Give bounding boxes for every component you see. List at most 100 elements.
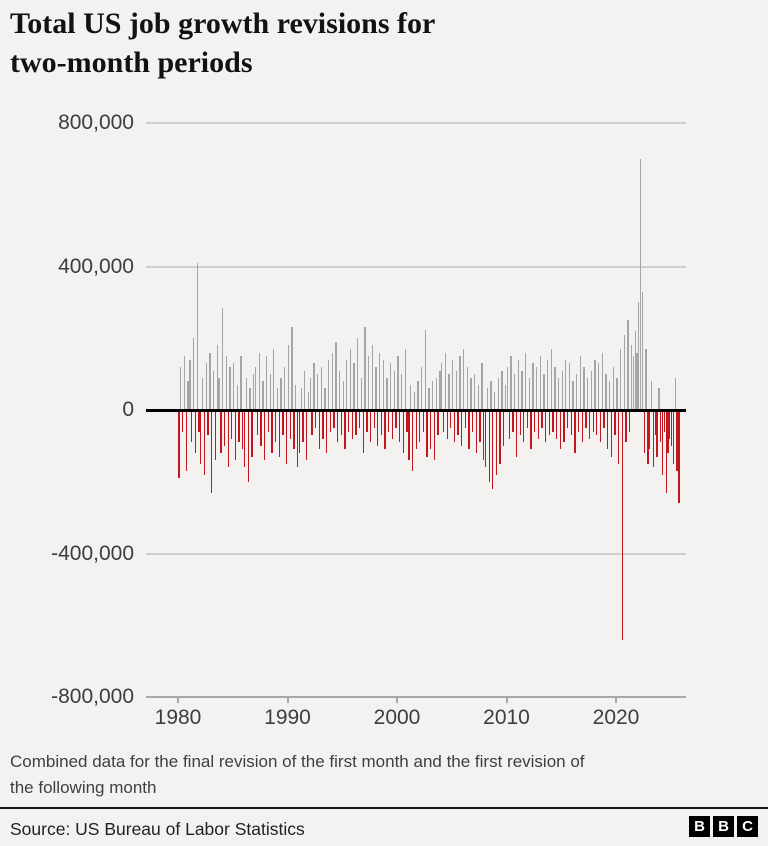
revision-bar-negative bbox=[399, 410, 401, 443]
revision-bar-positive bbox=[594, 359, 596, 410]
revision-bar-positive bbox=[616, 377, 618, 410]
revision-bar-positive bbox=[493, 392, 496, 410]
revision-bar-negative bbox=[369, 410, 372, 443]
revision-bar-negative bbox=[306, 410, 308, 461]
revision-bar-positive bbox=[439, 370, 441, 410]
revision-bar-negative bbox=[256, 410, 259, 436]
revision-bar-positive bbox=[510, 356, 512, 410]
revision-bar-negative bbox=[298, 410, 300, 454]
revision-bar-negative bbox=[337, 410, 339, 443]
revision-bar-negative bbox=[625, 410, 627, 443]
revision-bar-positive bbox=[627, 320, 629, 410]
footnote-line-2: the following month bbox=[10, 778, 157, 797]
revision-bar-negative bbox=[660, 410, 662, 443]
revision-bar-positive bbox=[368, 356, 370, 410]
source-attribution: Source: US Bureau of Labor Statistics bbox=[10, 819, 305, 839]
revision-bar-negative bbox=[408, 410, 410, 461]
revision-bar-positive bbox=[455, 370, 457, 410]
revision-bar-positive bbox=[375, 366, 377, 410]
revision-bar-positive bbox=[639, 158, 642, 410]
revision-bar-positive bbox=[222, 307, 224, 410]
revision-bar-positive bbox=[287, 345, 290, 410]
revision-bar-positive bbox=[307, 392, 310, 410]
revision-bar-negative bbox=[347, 410, 350, 432]
revision-bar-negative bbox=[530, 410, 532, 450]
revision-bar-negative bbox=[267, 410, 269, 432]
revision-bar-negative bbox=[351, 410, 353, 439]
revision-bar-negative bbox=[588, 410, 591, 439]
revision-bar-negative bbox=[457, 410, 459, 436]
revision-bar-positive bbox=[342, 381, 344, 410]
revision-bar-negative bbox=[512, 410, 514, 432]
x-tick-label-1980: 1980 bbox=[154, 706, 202, 729]
revision-bar-positive bbox=[576, 374, 578, 410]
revision-bar-positive bbox=[435, 377, 437, 410]
revision-bar-positive bbox=[473, 374, 476, 410]
revision-bar-positive bbox=[561, 370, 563, 410]
revision-bar-positive bbox=[180, 366, 182, 410]
revision-bar-positive bbox=[410, 384, 412, 410]
revision-bar-positive bbox=[583, 366, 585, 410]
revision-bar-positive bbox=[477, 384, 479, 410]
y-tick-label-400000: 400,000 bbox=[58, 254, 134, 278]
revision-bar-negative bbox=[537, 410, 540, 439]
revision-bar-positive bbox=[608, 381, 611, 410]
revision-bar-negative bbox=[231, 410, 233, 439]
revision-bar-negative bbox=[483, 410, 485, 461]
revision-bar-positive bbox=[400, 374, 403, 410]
revision-bar-positive bbox=[634, 331, 636, 410]
y-gridline-800000 bbox=[146, 122, 686, 124]
revision-bar-negative bbox=[366, 410, 368, 432]
revision-bar-positive bbox=[535, 366, 538, 410]
bbc-logo-letter-b2: B bbox=[713, 816, 734, 837]
revision-bar-positive bbox=[466, 366, 468, 410]
x-tick-mark-1980 bbox=[177, 697, 179, 703]
revision-bar-positive bbox=[525, 352, 527, 410]
revision-bar-positive bbox=[295, 384, 297, 410]
revision-bar-positive bbox=[470, 377, 472, 410]
revision-bar-negative bbox=[402, 410, 405, 454]
revision-bar-negative bbox=[574, 410, 576, 454]
revision-bar-negative bbox=[548, 410, 551, 436]
revision-bar-negative bbox=[411, 410, 414, 471]
revision-bar-negative bbox=[508, 410, 510, 439]
revision-bar-positive bbox=[674, 377, 676, 410]
revision-bar-negative bbox=[663, 410, 665, 432]
revision-bar-positive bbox=[590, 370, 592, 410]
revision-bar-negative bbox=[484, 410, 487, 468]
revision-bar-negative bbox=[274, 410, 277, 443]
revision-bar-negative bbox=[475, 410, 478, 454]
revision-bar-negative bbox=[563, 410, 565, 443]
revision-bar-positive bbox=[253, 374, 255, 410]
y-gridline--400000 bbox=[146, 552, 686, 555]
revision-bar-positive bbox=[382, 359, 384, 410]
revision-bar-positive bbox=[448, 374, 450, 410]
revision-bar-positive bbox=[546, 359, 549, 410]
revision-bar-positive bbox=[612, 366, 614, 410]
revision-bar-negative bbox=[629, 410, 631, 432]
revision-bar-negative bbox=[426, 410, 428, 457]
revision-bar-negative bbox=[220, 410, 222, 454]
revision-bar-negative bbox=[340, 410, 342, 436]
revision-bar-positive bbox=[481, 363, 483, 410]
revision-bar-negative bbox=[523, 410, 525, 443]
revision-bar-negative bbox=[442, 410, 445, 432]
y-gridline--800000 bbox=[146, 696, 686, 698]
revision-bar-negative bbox=[238, 410, 240, 443]
revision-bar-negative bbox=[581, 410, 583, 443]
revision-bar-negative bbox=[453, 410, 456, 443]
revision-bar-negative bbox=[661, 410, 664, 475]
revision-bar-negative bbox=[446, 410, 448, 439]
revision-bar-positive bbox=[225, 356, 227, 410]
revision-bar-negative bbox=[468, 410, 470, 450]
revision-bar-positive bbox=[645, 349, 647, 410]
revision-bar-negative bbox=[585, 410, 587, 428]
revision-bar-negative bbox=[430, 410, 432, 450]
revision-bar-negative bbox=[333, 410, 335, 428]
revision-bar-negative bbox=[391, 410, 394, 439]
revision-bar-positive bbox=[216, 345, 218, 410]
footnote-line-1: Combined data for the final revision of … bbox=[10, 752, 585, 771]
revision-bar-positive bbox=[658, 388, 660, 410]
revision-bar-negative bbox=[656, 410, 658, 457]
revision-bar-negative bbox=[450, 410, 452, 428]
